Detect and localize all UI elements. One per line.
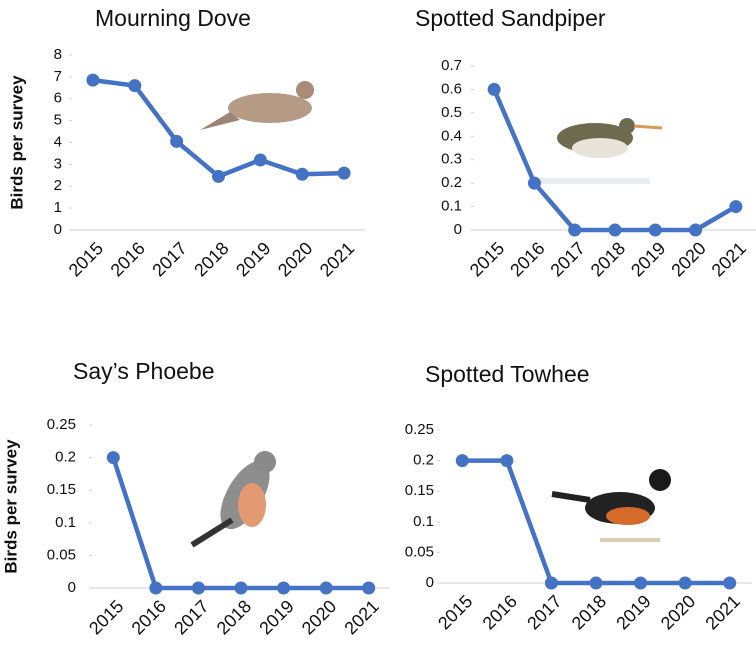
data-point [319,581,333,595]
x-tick-label: 2019 [627,238,669,280]
y-tick-label: 0.4 [441,127,462,144]
bird-illustration [200,81,314,130]
y-tick-label: 0.1 [413,513,434,530]
y-tick-label: 4 [54,133,62,150]
x-tick-label: 2015 [434,591,476,633]
data-point [689,223,703,237]
data-point [729,200,743,214]
data-point [568,223,582,237]
x-tick-label: 2021 [701,591,743,633]
x-tick-label: 2016 [128,596,170,638]
x-tick-label: 2019 [255,596,297,638]
data-point [128,79,142,93]
y-tick-label: 1 [54,199,62,216]
y-tick-label: 0.1 [55,514,76,531]
y-tick-label: 0.05 [405,543,434,560]
data-point [277,581,291,595]
y-tick-label: 0.15 [47,481,76,498]
data-point [527,176,541,190]
x-tick-label: 2015 [85,596,127,638]
y-tick-label: 7 [54,68,62,85]
y-tick-label: 0.6 [441,80,462,97]
y-tick-label: 8 [54,46,62,63]
x-tick-label: 2018 [587,238,629,280]
x-tick-label: 2018 [568,591,610,633]
y-tick-label: 6 [54,90,62,107]
bird-illustration [551,469,671,542]
data-line [492,88,737,233]
y-tick-label: 0.1 [441,198,462,215]
y-tick-label: 0.25 [47,416,76,433]
data-point [212,169,225,183]
y-axis-label: Birds per survey [7,75,26,210]
data-point [362,581,376,595]
data-point [170,134,184,148]
data-point [295,167,309,181]
y-tick-label: 0.2 [413,452,434,469]
data-point [455,454,469,468]
x-tick-label: 2016 [506,238,548,280]
x-tick-label: 2019 [232,238,274,280]
y-tick-label: 0.15 [405,482,434,499]
data-point [253,153,267,167]
data-line [462,458,730,586]
y-tick-label: 0.05 [47,546,76,563]
bird-illustration [540,118,663,184]
data-point [544,576,558,590]
y-tick-label: 3 [54,155,62,172]
x-tick-label: 2021 [316,238,358,280]
data-point [337,166,351,180]
y-tick-label: 0 [454,221,462,238]
chart-title: Mourning Dove [95,5,251,31]
x-tick-label: 2020 [667,238,709,280]
data-point [648,223,662,237]
data-point [487,82,501,96]
x-tick-label: 2018 [190,238,232,280]
y-tick-label: 0 [68,579,76,596]
y-tick-label: 0 [426,574,434,591]
x-tick-label: 2017 [546,238,588,280]
x-tick-label: 2020 [274,238,316,280]
y-tick-label: 0.3 [441,151,462,168]
data-point [723,576,737,590]
x-tick-label: 2016 [479,591,521,633]
y-tick-label: 0.5 [441,104,462,121]
x-tick-label: 2021 [340,596,382,638]
x-tick-label: 2021 [708,238,750,280]
x-tick-label: 2017 [148,238,190,280]
x-tick-label: 2017 [523,591,565,633]
y-tick-label: 5 [54,112,62,129]
data-point [678,576,692,590]
chart-title: Say’s Phoebe [73,358,215,384]
x-tick-label: 2016 [107,238,149,280]
bird-illustration [190,451,276,548]
y-tick-label: 0.25 [405,421,434,438]
x-tick-label: 2020 [298,596,340,638]
data-point [191,581,205,595]
y-axis-label: Birds per survey [1,439,20,574]
data-point [608,223,622,237]
y-tick-label: 0.2 [55,449,76,466]
data-point [589,576,603,590]
chart-title: Spotted Sandpiper [415,5,606,31]
data-point [106,451,120,465]
data-point [86,73,100,87]
x-tick-label: 2020 [657,591,699,633]
data-point [149,581,163,595]
y-tick-label: 0.2 [441,174,462,191]
data-point [500,454,514,468]
x-tick-label: 2015 [65,238,107,280]
x-tick-label: 2019 [612,591,654,633]
y-tick-label: 2 [54,177,62,194]
x-tick-label: 2017 [170,596,212,638]
y-tick-label: 0 [54,221,62,238]
x-tick-label: 2015 [466,238,508,280]
y-tick-label: 0.7 [441,57,462,74]
chart-title: Spotted Towhee [425,361,590,387]
data-point [634,576,648,590]
data-point [234,581,248,595]
x-tick-label: 2018 [213,596,255,638]
